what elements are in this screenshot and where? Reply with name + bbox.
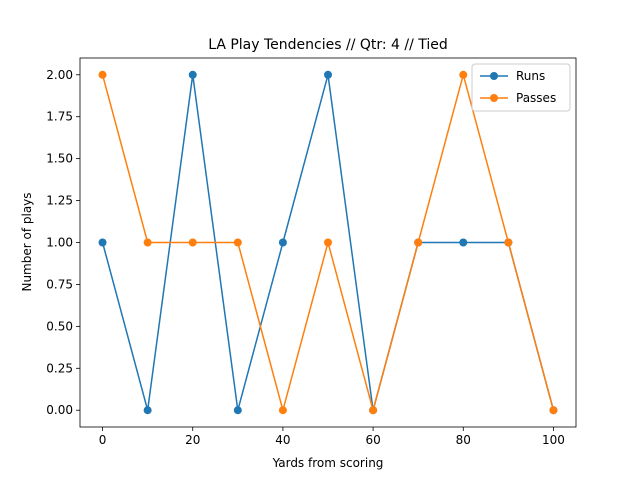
data-point-passes-50 [324, 238, 332, 247]
data-point-passes-100 [549, 406, 558, 415]
data-point-passes-10 [143, 238, 152, 247]
data-point-passes-40 [278, 406, 287, 415]
data-point-runs-10 [143, 406, 152, 415]
y-tick-label-5: 1.25 [46, 194, 73, 208]
data-point-passes-30 [233, 238, 242, 247]
data-point-runs-20 [188, 70, 197, 79]
y-tick-label-0: 0.00 [46, 403, 73, 417]
data-point-passes-60 [369, 406, 378, 415]
y-tick-label-7: 1.75 [46, 110, 73, 124]
y-axis-label: Number of plays [20, 192, 34, 291]
data-point-runs-30 [233, 406, 242, 415]
x-axis-label: Yards from scoring [272, 456, 384, 470]
legend-label-runs: Runs [516, 69, 545, 83]
x-tick-label-20: 20 [185, 433, 200, 447]
y-tick-label-3: 0.75 [46, 277, 73, 291]
x-tick-label-80: 80 [456, 433, 471, 447]
x-tick-label-60: 60 [365, 433, 380, 447]
data-point-passes-90 [504, 238, 513, 247]
data-point-passes-20 [188, 238, 197, 247]
y-tick-label-4: 1.00 [46, 236, 73, 250]
y-tick-label-6: 1.50 [46, 152, 73, 166]
plot-area: 0 20 40 60 80 100 0.00 0.25 0.50 0.75 1.00 1.25 1.50… [46, 57, 577, 447]
data-point-runs-0 [98, 238, 107, 247]
y-tick-label-8: 2.00 [46, 68, 73, 82]
chart-title: LA Play Tendencies // Qtr: 4 // Tied [208, 37, 448, 53]
x-tick-label-100: 100 [542, 433, 565, 447]
x-tick-label-0: 0 [99, 433, 107, 447]
data-point-runs-50 [324, 70, 332, 79]
data-point-runs-80 [459, 238, 468, 247]
legend-marker-passes [490, 94, 498, 102]
data-point-passes-70 [414, 238, 423, 247]
y-tick-label-2: 0.50 [46, 319, 73, 333]
data-point-runs-40 [278, 238, 287, 247]
legend-marker-runs [490, 72, 498, 80]
x-tick-label-40: 40 [275, 433, 290, 447]
data-point-passes-0 [98, 70, 107, 79]
legend-label-passes: Passes [516, 91, 556, 105]
y-tick-label-1: 0.25 [46, 361, 73, 375]
data-point-passes-80 [459, 70, 468, 79]
